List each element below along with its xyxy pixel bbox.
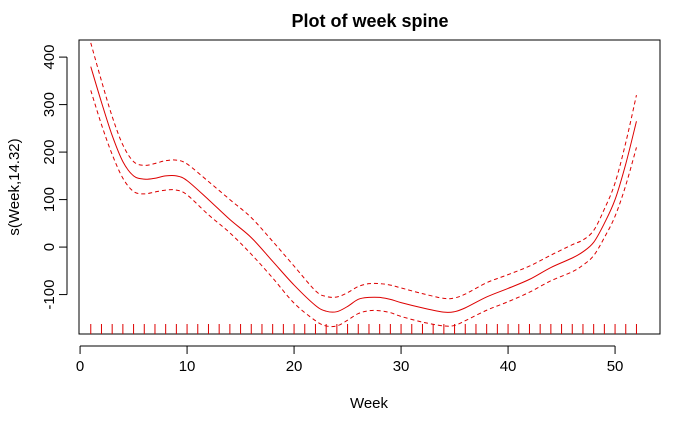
y-tick-label: 200 <box>41 140 58 165</box>
x-tick-label: 10 <box>179 358 196 375</box>
chart-title: Plot of week spine <box>291 11 448 31</box>
x-axis-label: Week <box>350 395 389 412</box>
confidence-band-line <box>90 42 637 300</box>
y-tick-label: 400 <box>41 45 58 70</box>
y-tick-label: 300 <box>41 92 58 117</box>
x-tick-label: 50 <box>607 358 624 375</box>
y-tick-label: 0 <box>41 243 58 251</box>
rug-marks <box>90 324 637 334</box>
x-tick-label: 20 <box>286 358 303 375</box>
x-tick-label: 0 <box>76 358 84 375</box>
x-axis: 0 10 20 30 40 50 <box>76 345 624 375</box>
y-axis-label: s(Week,14.32) <box>6 138 23 235</box>
y-tick-label: -100 <box>41 280 58 310</box>
x-tick-label: 40 <box>500 358 517 375</box>
y-axis: -100 0 100 200 300 400 <box>41 45 68 310</box>
spline-curves <box>90 42 637 328</box>
plot-box <box>78 39 661 335</box>
x-tick-label: 30 <box>393 358 410 375</box>
y-tick-label: 100 <box>41 187 58 212</box>
spline-estimate-line <box>90 66 637 313</box>
confidence-band-line <box>90 90 637 328</box>
